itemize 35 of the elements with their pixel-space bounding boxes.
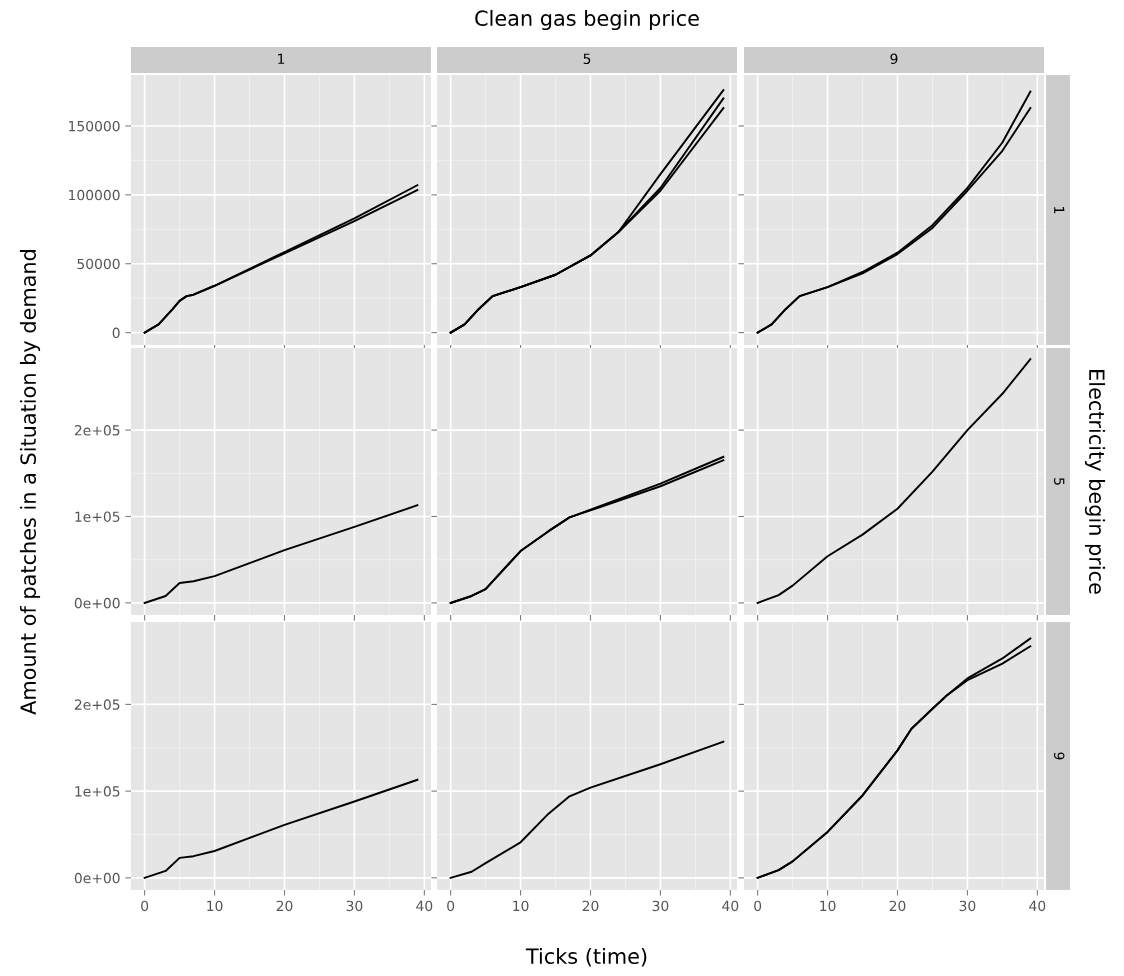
y-tick-label: 2e+05 xyxy=(74,699,120,710)
x-tick-label: 40 xyxy=(1029,900,1046,912)
x-tick-label: 30 xyxy=(346,900,363,912)
x-tick-label: 20 xyxy=(889,900,906,912)
chart-subtitle: 5 xyxy=(583,53,591,65)
y-tick-label: 100000 xyxy=(69,189,120,201)
y-axis-title: Amount of patches in a Situation by demand xyxy=(19,250,41,715)
x-tick-label: 10 xyxy=(207,900,223,912)
text: 5 xyxy=(1053,478,1065,485)
chart-title: Clean gas begin price xyxy=(475,9,699,31)
x-tick-label: 10 xyxy=(513,900,529,912)
chart-subtitle: 1 xyxy=(278,53,285,64)
text: 1 xyxy=(1054,207,1065,214)
x-tick-label: 20 xyxy=(276,900,293,912)
x-axis-title: Ticks (time) xyxy=(525,947,647,967)
x-tick-label: 0 xyxy=(754,900,762,912)
y-tick-label: 150000 xyxy=(69,120,120,132)
y-tick-label: 50000 xyxy=(77,258,120,270)
text: 9 xyxy=(1053,752,1065,760)
y-tick-label: 1e+05 xyxy=(75,511,120,522)
y-tick-label: 1e+05 xyxy=(75,786,120,797)
y-tick-label: 2e+05 xyxy=(74,425,120,436)
x-tick-label: 30 xyxy=(652,900,669,912)
x-tick-label: 40 xyxy=(416,900,433,912)
x-tick-label: 0 xyxy=(447,900,455,912)
x-tick-label: 0 xyxy=(141,900,149,912)
x-tick-label: 40 xyxy=(722,900,739,912)
chart-subtitle: 9 xyxy=(890,53,898,65)
y-tick-label: 0 xyxy=(112,327,120,339)
x-tick-label: 20 xyxy=(582,900,599,912)
x-tick-label: 30 xyxy=(959,900,976,912)
x-tick-label: 10 xyxy=(820,900,836,912)
y-tick-label: 0e+00 xyxy=(74,872,120,884)
y2-axis-title: Electricity begin price xyxy=(1084,370,1106,594)
y-tick-label: 0e+00 xyxy=(74,597,120,609)
